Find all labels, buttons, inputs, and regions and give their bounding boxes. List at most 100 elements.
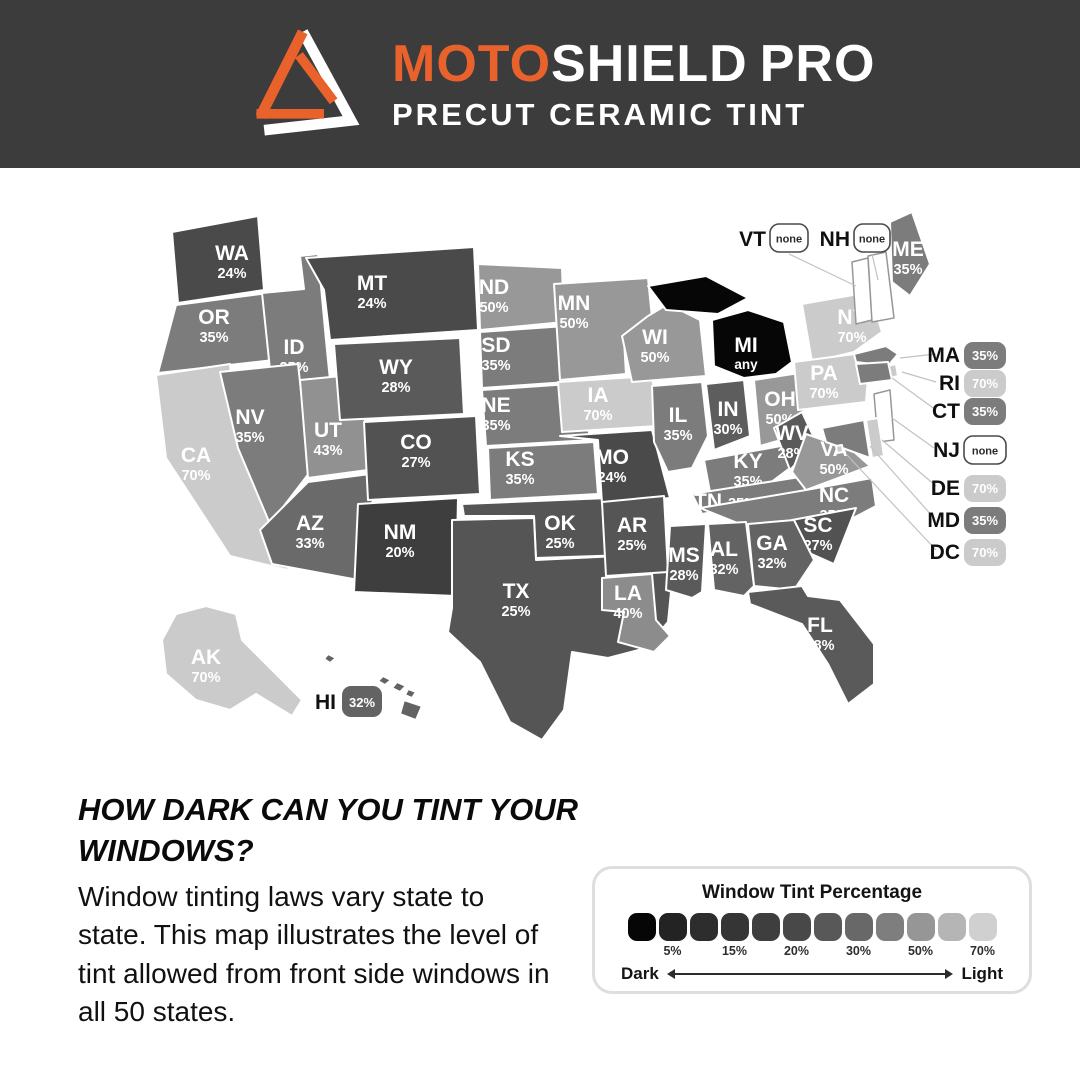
state-label: AK [191, 646, 221, 669]
callout-ri: RI 70% [901, 370, 1006, 397]
state-label: MS [668, 544, 700, 567]
state-value: 35% [199, 330, 228, 346]
page-heading: HOW DARK CAN YOU TINT YOUR WINDOWS? [78, 792, 579, 868]
state-shape [793, 351, 871, 411]
legend-tick: 15% [721, 944, 748, 958]
state-shape [853, 345, 899, 367]
state-value: 27% [401, 455, 430, 471]
callout-line [899, 353, 937, 359]
state-value: any [734, 357, 758, 372]
state-label: FL [807, 614, 833, 637]
state-value: 70% [583, 408, 612, 424]
state-label: MN [558, 292, 591, 315]
state-label: IN [718, 398, 739, 421]
state-value: 32% [709, 562, 738, 578]
callout-line [845, 453, 937, 551]
state-value-badge [342, 686, 382, 717]
state-value: 32% [349, 695, 375, 710]
state-label: NV [235, 406, 264, 429]
callout-badge [964, 539, 1006, 566]
legend-swatch [813, 913, 842, 941]
state-label: ND [479, 276, 509, 299]
state-value: 24% [597, 470, 626, 486]
state-value: 28% [805, 638, 834, 654]
state-value: 35% [235, 430, 264, 446]
state-value: 33% [295, 536, 324, 552]
state-label: AL [710, 538, 738, 561]
state-shape [161, 605, 303, 717]
state-label: HI [315, 691, 336, 714]
callout-value: 35% [972, 513, 998, 528]
callout-ct: CT 35% [891, 377, 1006, 425]
state-value: 70% [191, 670, 220, 686]
state-label: LA [614, 582, 642, 605]
state-shape [865, 417, 885, 459]
state-label: KS [505, 448, 534, 471]
state-value: 35% [893, 262, 922, 278]
callout-line [871, 253, 879, 281]
legend-swatch-row [595, 913, 1029, 941]
arrow-left-icon [666, 969, 675, 979]
state-value: 25% [501, 604, 530, 620]
legend-tick: 30% [845, 944, 872, 958]
state-value: 35% [481, 358, 510, 374]
state-value: 50% [640, 350, 669, 366]
callout-de: DE 70% [881, 439, 1006, 502]
callout-badge [964, 370, 1006, 397]
state-label: IA [588, 384, 609, 407]
state-label: AR [617, 514, 647, 537]
callout-badge [963, 435, 1007, 465]
state-shape [399, 699, 423, 721]
us-tint-map: WA24%OR35%CA70%ID35%NV35%UT43%AZ33%MT24%… [0, 168, 1080, 780]
callout-badge [853, 223, 891, 253]
callout-label: MA [927, 344, 960, 367]
legend-box: Window Tint Percentage 5% 15% 20% 30% 50% 70%… [592, 866, 1032, 994]
legend-tick [628, 944, 656, 958]
state-value: 35% [663, 428, 692, 444]
state-shape [323, 653, 337, 664]
state-value: 30% [713, 422, 742, 438]
state-label: SD [481, 334, 510, 357]
state-shape [889, 211, 931, 297]
callout-label: RI [939, 372, 960, 395]
state-shape [305, 246, 479, 341]
callout-value: 70% [972, 376, 998, 391]
state-shape [363, 415, 481, 501]
legend-swatch [968, 913, 997, 941]
state-label: OK [544, 512, 576, 535]
callout-value: none [776, 234, 802, 246]
callout-label: MD [927, 509, 960, 532]
state-value: 25% [617, 538, 646, 554]
callout-value: 35% [972, 404, 998, 419]
callout-line [891, 377, 937, 411]
legend-tick [938, 944, 966, 958]
callout-dc: DC 70% [845, 453, 1006, 566]
callout-badge [964, 507, 1006, 534]
legend-swatch [658, 913, 687, 941]
callout-value: 70% [972, 481, 998, 496]
legend-tick [814, 944, 842, 958]
callout-value: none [972, 446, 998, 458]
state-label: ME [892, 238, 924, 261]
legend-tick [876, 944, 904, 958]
state-md [821, 419, 871, 459]
state-nh [867, 251, 895, 323]
state-value: 70% [837, 330, 866, 346]
state-shape [855, 361, 893, 385]
state-shape [747, 585, 875, 705]
callout-vt: VT none [739, 223, 857, 287]
state-value: 32% [757, 556, 786, 572]
brand-moto: MOTO [392, 35, 552, 93]
legend-light-label: Light [961, 964, 1003, 983]
